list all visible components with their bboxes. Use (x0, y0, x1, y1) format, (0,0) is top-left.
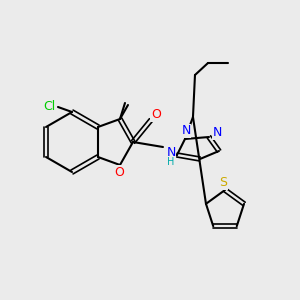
Text: N: N (181, 124, 191, 137)
Text: O: O (151, 109, 161, 122)
Text: O: O (114, 166, 124, 178)
Text: H: H (167, 157, 175, 167)
Text: Cl: Cl (43, 100, 55, 113)
Text: S: S (219, 176, 227, 190)
Text: N: N (166, 146, 176, 160)
Text: N: N (212, 127, 222, 140)
